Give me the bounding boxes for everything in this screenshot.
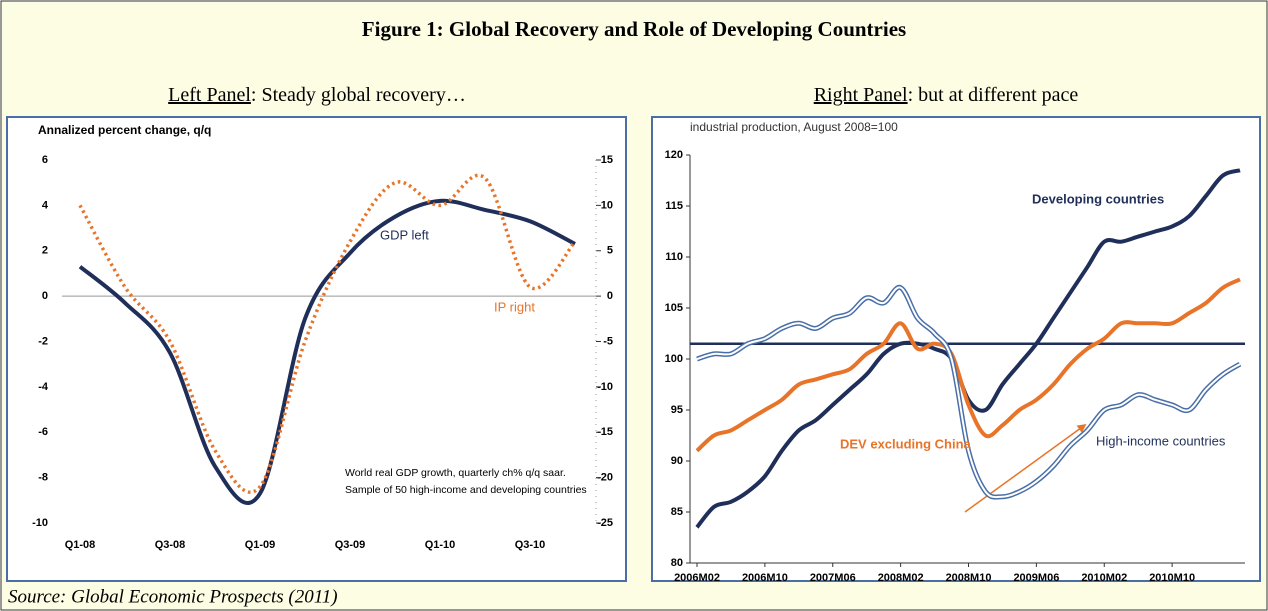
- panel-frame: [6, 116, 627, 582]
- x-tick-label: 2008M02: [878, 572, 924, 584]
- source: Source: Global Economic Prospects (2011): [8, 586, 338, 607]
- y-tick-label: 110: [665, 251, 683, 263]
- panel-frame: [651, 116, 1261, 582]
- x-tick-label: 2010M02: [1081, 572, 1127, 584]
- x-tick-label: Q1-09: [245, 539, 276, 551]
- annotation: World real GDP growth, quarterly ch% q/q…: [345, 467, 566, 479]
- panel-label: Right Panel: [814, 84, 908, 106]
- x-tick-label: Q3-09: [335, 539, 366, 551]
- series-line: [78, 173, 577, 494]
- y-tick-label: 100: [665, 353, 683, 365]
- series-label: DEV excluding China: [840, 436, 972, 451]
- y-tick-label: 90: [671, 455, 683, 467]
- y-tick-label: 2: [42, 245, 48, 257]
- y2-tick-label: 15: [601, 154, 613, 166]
- series-line-inner: [696, 286, 1241, 499]
- y-tick-label: 95: [671, 404, 683, 416]
- y2-tick-label: -20: [597, 472, 613, 484]
- y2-tick-label: -15: [597, 426, 613, 438]
- y-tick-label: 105: [665, 302, 683, 314]
- y2-tick-label: -25: [597, 517, 613, 529]
- y2-tick-label: 10: [601, 199, 613, 211]
- y-tick-label: -8: [38, 472, 48, 484]
- x-tick-label: 2006M10: [742, 572, 788, 584]
- y2-tick-label: 0: [607, 290, 613, 302]
- panel-label: Left Panel: [168, 84, 251, 106]
- y2-tick-label: 5: [607, 245, 613, 257]
- y-tick-label: 4: [42, 199, 49, 211]
- x-tick-label: Q3-10: [515, 539, 546, 551]
- y-tick-label: 0: [42, 290, 48, 302]
- y-tick-label: 6: [42, 154, 48, 166]
- panel-text: : Steady global recovery…: [251, 84, 466, 106]
- x-tick-label: Q3-08: [155, 539, 186, 551]
- x-tick-label: 2008M10: [946, 572, 992, 584]
- y-tick-label: -10: [32, 517, 48, 529]
- arrow: [964, 423, 1087, 513]
- x-tick-label: Q1-10: [425, 539, 456, 551]
- x-tick-label: 2006M02: [674, 572, 720, 584]
- y-tick-label: 80: [671, 557, 683, 569]
- x-tick-label: Q1-08: [65, 539, 96, 551]
- y-tick-label: 85: [671, 506, 683, 518]
- series-label: GDP left: [380, 227, 429, 242]
- series-label: High-income countries: [1096, 433, 1226, 448]
- series-label: IP right: [494, 299, 535, 314]
- series-line: [78, 198, 576, 505]
- series-label: Developing countries: [1032, 191, 1164, 206]
- x-tick-label: 2010M10: [1149, 572, 1195, 584]
- y-tick-label: -6: [38, 426, 48, 438]
- y-tick-label: -4: [38, 381, 49, 393]
- x-tick-label: 2009M06: [1013, 572, 1059, 584]
- y-tick-label: 115: [665, 200, 683, 212]
- annotation: Sample of 50 high-income and developing …: [345, 484, 587, 496]
- y-axis-title: industrial production, August 2008=100: [690, 120, 898, 134]
- y-tick-label: -2: [38, 335, 48, 347]
- panel-heading: Right Panel: but at different pace: [814, 84, 1079, 106]
- x-tick-label: 2007M06: [810, 572, 856, 584]
- series-line: [695, 277, 1241, 453]
- y-tick-label: 120: [665, 149, 683, 161]
- panel-text: : but at different pace: [908, 84, 1079, 106]
- y2-tick-label: -5: [603, 335, 613, 347]
- y2-tick-label: -10: [597, 381, 613, 393]
- y-axis-title: Annalized percent change, q/q: [38, 123, 211, 137]
- figure-title: Figure 1: Global Recovery and Role of De…: [362, 17, 906, 41]
- panel-heading: Left Panel: Steady global recovery…: [168, 84, 466, 106]
